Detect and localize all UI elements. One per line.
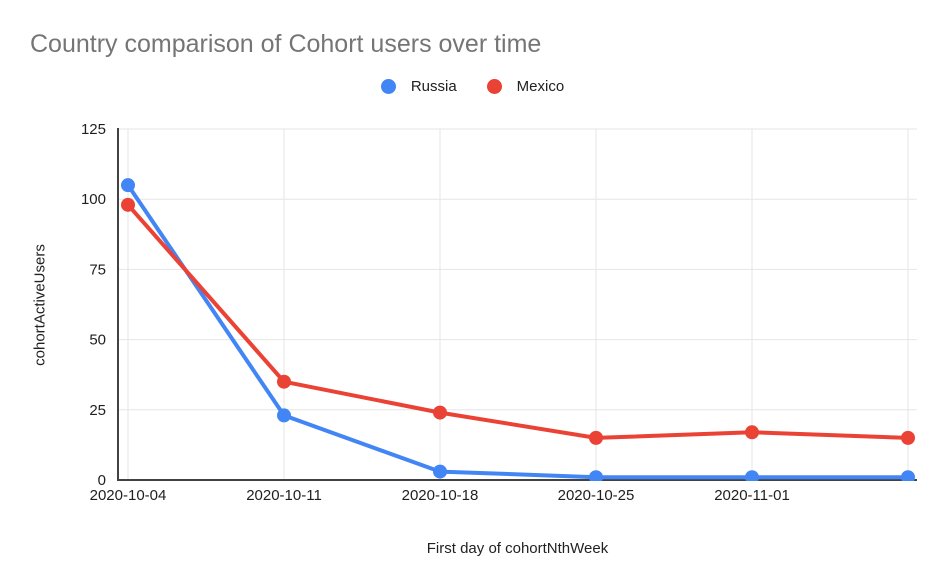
y-tick-label: 125	[81, 121, 106, 138]
data-point	[277, 408, 291, 423]
series-mexico	[121, 197, 915, 445]
axes	[117, 128, 917, 481]
data-point	[745, 425, 759, 440]
data-point	[277, 374, 291, 389]
chart-title: Country comparison of Cohort users over …	[30, 30, 542, 58]
x-tick-label: 2020-11-01	[714, 487, 790, 504]
y-tick-label: 0	[98, 472, 106, 489]
chart-legend: Russia Mexico	[0, 78, 945, 95]
legend-dot-mexico-icon	[486, 79, 502, 94]
series-line	[126, 202, 910, 440]
x-tick-label: 2020-10-25	[558, 487, 635, 504]
y-tick-label: 50	[89, 332, 106, 349]
x-tick-label: 2020-10-04	[90, 487, 167, 504]
data-point	[901, 430, 915, 445]
data-point	[589, 430, 603, 445]
data-point	[901, 470, 915, 481]
data-point	[121, 197, 135, 212]
x-tick-label: 2020-10-18	[402, 487, 479, 504]
legend-label: Russia	[410, 78, 457, 95]
data-point	[433, 464, 447, 479]
y-axis-title: cohortActiveUsers	[31, 244, 49, 366]
series-line	[126, 183, 910, 480]
legend-item-russia: Russia	[380, 78, 457, 95]
y-tick-label: 25	[89, 402, 106, 419]
x-axis-title: First day of cohortNthWeek	[426, 540, 609, 557]
data-point	[589, 470, 603, 481]
legend-item-mexico: Mexico	[486, 78, 565, 95]
data-point	[745, 470, 759, 481]
x-tick-label: 2020-10-11	[246, 487, 322, 504]
y-tick-label: 75	[89, 261, 106, 278]
tick-labels: 0 25 50 75 100 125 2020-10-04 2020-10-11 2020-10…	[81, 121, 790, 504]
series-russia	[121, 178, 915, 481]
legend-dot-russia-icon	[380, 79, 396, 94]
data-point	[121, 178, 135, 193]
legend-label: Mexico	[516, 78, 565, 95]
data-point	[433, 405, 447, 420]
y-tick-label: 100	[81, 191, 106, 208]
gridlines	[118, 128, 917, 481]
